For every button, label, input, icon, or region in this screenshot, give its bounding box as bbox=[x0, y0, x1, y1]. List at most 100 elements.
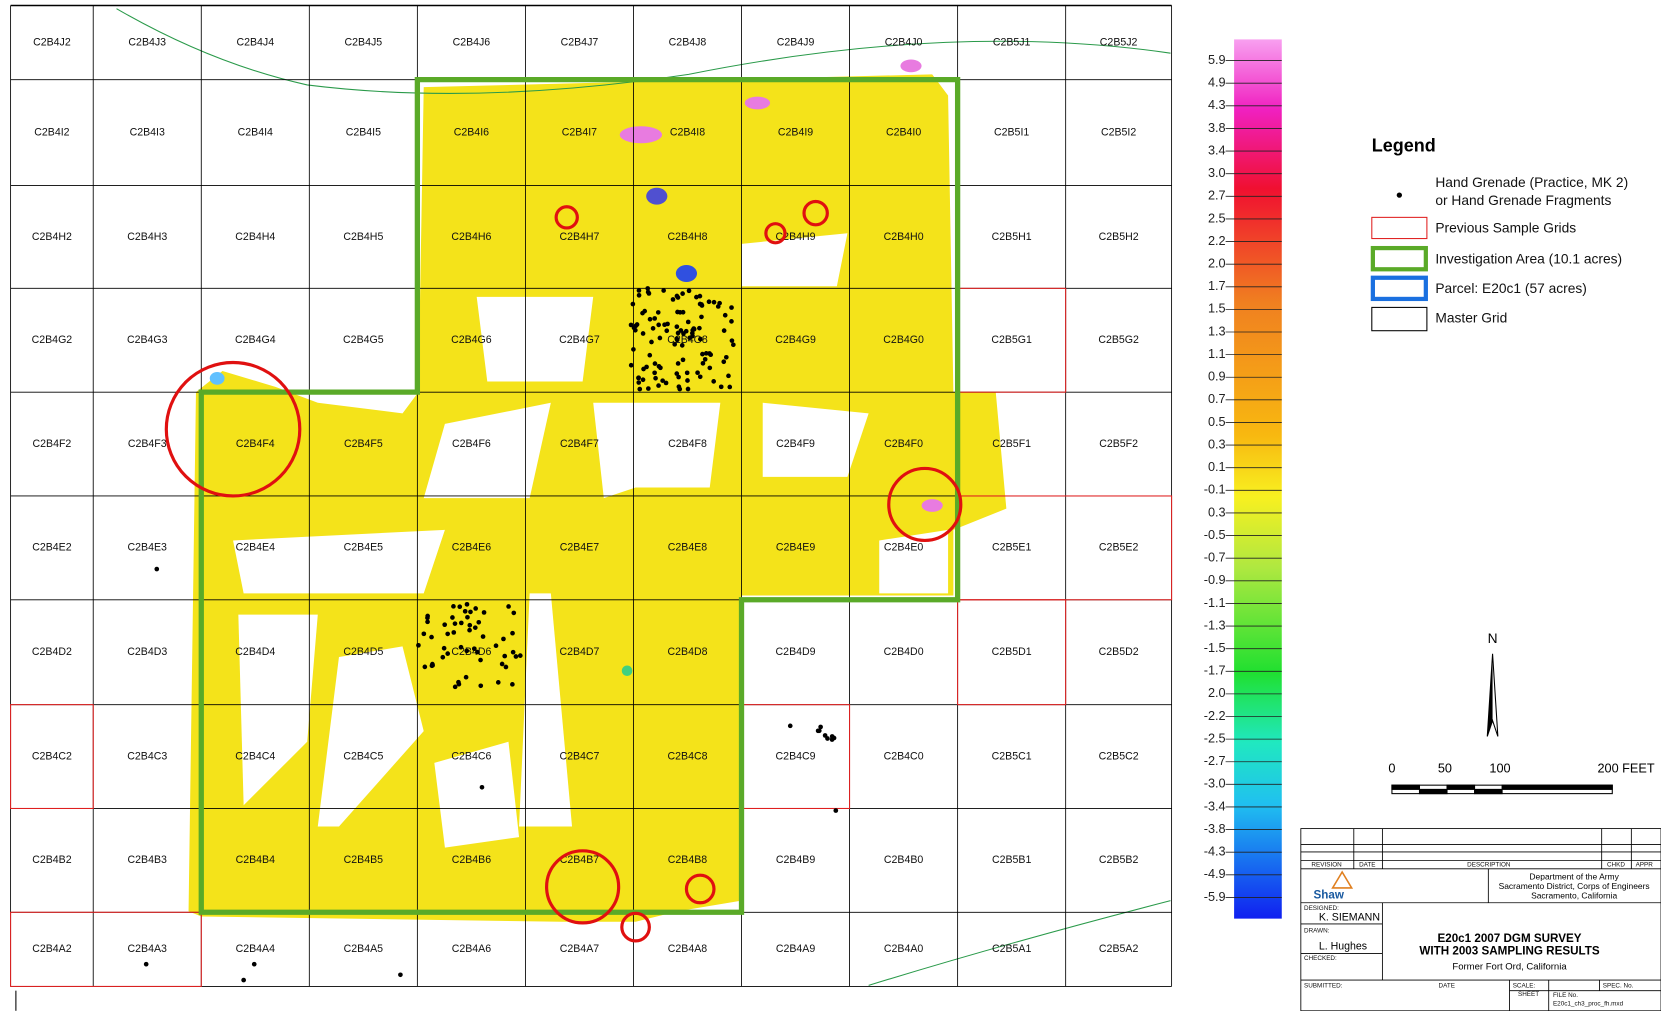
grid-cell-label: C2B4I4 bbox=[238, 126, 273, 138]
legend-entry: Master Grid bbox=[1435, 311, 1507, 326]
find-dot bbox=[652, 370, 657, 376]
find-dot bbox=[456, 679, 461, 685]
grid-cell-label: C2B4C2 bbox=[32, 750, 72, 762]
find-dot bbox=[630, 301, 636, 307]
grid-cell-label: C2B4B0 bbox=[884, 854, 924, 866]
find-dot bbox=[445, 631, 451, 637]
legend-entry: Parcel: E20c1 (57 acres) bbox=[1435, 281, 1587, 296]
grid-cell-label: C2B5D1 bbox=[992, 646, 1032, 658]
scale-label: 0.3 bbox=[1208, 436, 1226, 451]
find-dot bbox=[425, 613, 430, 619]
find-dot bbox=[636, 292, 642, 298]
find-dot bbox=[650, 326, 656, 331]
grid-cell-label: C2B4B6 bbox=[452, 854, 492, 866]
find-dot bbox=[679, 343, 685, 348]
find-dot bbox=[674, 336, 680, 342]
grid-cell-label: C2B4J9 bbox=[777, 36, 815, 48]
grid-cell-label: C2B4D5 bbox=[343, 646, 383, 658]
find-dot bbox=[457, 604, 463, 610]
find-dot bbox=[718, 384, 724, 390]
find-dot bbox=[686, 288, 692, 294]
grid-cell-label: C2B4C3 bbox=[127, 750, 167, 762]
find-dot bbox=[464, 648, 470, 654]
grid-cell-label: C2B4C9 bbox=[776, 750, 816, 762]
find-dot bbox=[685, 378, 690, 383]
find-dot bbox=[468, 609, 473, 615]
find-dot bbox=[640, 377, 646, 383]
company-name: Shaw bbox=[1314, 889, 1345, 902]
grenade-finds bbox=[143, 286, 839, 983]
scale-label: 1.3 bbox=[1208, 323, 1226, 338]
find-dot bbox=[462, 608, 468, 614]
find-dot bbox=[694, 294, 699, 300]
tb-agency: Sacramento District, Corps of Engineers bbox=[1499, 881, 1650, 891]
find-dot bbox=[422, 664, 428, 670]
find-dot bbox=[729, 319, 734, 324]
find-dot bbox=[416, 642, 421, 648]
find-dot bbox=[450, 615, 455, 620]
scale-bar bbox=[1391, 784, 1613, 795]
survey-coverage bbox=[188, 74, 1007, 922]
find-dot bbox=[711, 299, 717, 305]
scale-label: -2.5 bbox=[1204, 730, 1226, 745]
grid-cell-label: C2B4E3 bbox=[128, 542, 168, 554]
scale-label: -0.5 bbox=[1204, 527, 1226, 542]
grid-cell-label: C2B4I8 bbox=[670, 126, 705, 138]
find-dot bbox=[645, 289, 651, 295]
grid-cell-label: C2B4H2 bbox=[32, 231, 72, 243]
grid-cell-label: C2B4I9 bbox=[778, 126, 813, 138]
find-dot bbox=[729, 305, 734, 310]
grid-cell-label: C2B4F6 bbox=[452, 438, 491, 450]
scale-label: -1.3 bbox=[1204, 617, 1226, 632]
find-dot bbox=[495, 680, 501, 685]
master-grid: C2B4J2 C2B4J3 C2B4J4 C2B4J5 C2B4J6 C2B4J7 C2B4… bbox=[10, 4, 1173, 987]
grid-cell-label: C2B5C2 bbox=[1099, 750, 1139, 762]
scale-label: 1.7 bbox=[1208, 278, 1226, 293]
grid-cell-label: C2B4D3 bbox=[127, 646, 167, 658]
find-dot bbox=[657, 335, 663, 341]
grid-cell-label: C2B4F7 bbox=[560, 438, 599, 450]
grid-cell-label: C2B4J4 bbox=[236, 36, 274, 48]
grid-cell-label: C2B4A3 bbox=[128, 943, 168, 955]
grid-cell-label: C2B5B2 bbox=[1099, 854, 1139, 866]
grid-cell-label: C2B5G2 bbox=[1098, 334, 1139, 346]
grid-cell-label: C2B5I1 bbox=[994, 126, 1029, 138]
scale-label: -2.7 bbox=[1204, 753, 1226, 768]
scale-label: -0.1 bbox=[1204, 482, 1226, 497]
grid-cell-label: C2B4D6 bbox=[451, 646, 491, 658]
find-dot bbox=[452, 621, 458, 626]
tb-label: REVISION bbox=[1311, 862, 1342, 869]
grid-cell-label: C2B4J6 bbox=[453, 36, 491, 48]
find-dot bbox=[731, 342, 736, 348]
parcel-boundary bbox=[868, 900, 1171, 986]
scale-label: -3.8 bbox=[1204, 821, 1226, 836]
find-dot bbox=[473, 606, 478, 611]
grid-cell-label: C2B4A4 bbox=[236, 943, 276, 955]
scale-label: 0 bbox=[1388, 760, 1395, 775]
tb-label: SPEC. No. bbox=[1603, 982, 1634, 989]
anomalies bbox=[209, 59, 943, 677]
find-dot bbox=[652, 316, 658, 321]
find-dot bbox=[697, 293, 703, 299]
find-dot bbox=[458, 620, 464, 626]
grid-cell-label: C2B4J2 bbox=[33, 36, 71, 48]
find-dot bbox=[479, 784, 485, 790]
find-dot bbox=[702, 356, 708, 362]
scale-label: 3.8 bbox=[1208, 120, 1226, 135]
investigation-area bbox=[198, 77, 961, 915]
scale-label: 4.3 bbox=[1208, 97, 1226, 112]
find-dot bbox=[726, 373, 731, 379]
find-dot bbox=[674, 293, 680, 299]
grid-cell-label: C2B4B5 bbox=[344, 854, 384, 866]
grid-cell-label: C2B4J3 bbox=[128, 36, 166, 48]
tb-value: L. Hughes bbox=[1319, 940, 1367, 952]
find-dot bbox=[729, 338, 735, 343]
coverage-gaps bbox=[233, 233, 949, 848]
grid-cell-label: C2B4F9 bbox=[776, 438, 815, 450]
scale-label: 0.1 bbox=[1208, 459, 1226, 474]
scale-label: 200 FEET bbox=[1597, 760, 1654, 775]
find-dot bbox=[700, 351, 705, 357]
find-dot bbox=[815, 728, 821, 734]
